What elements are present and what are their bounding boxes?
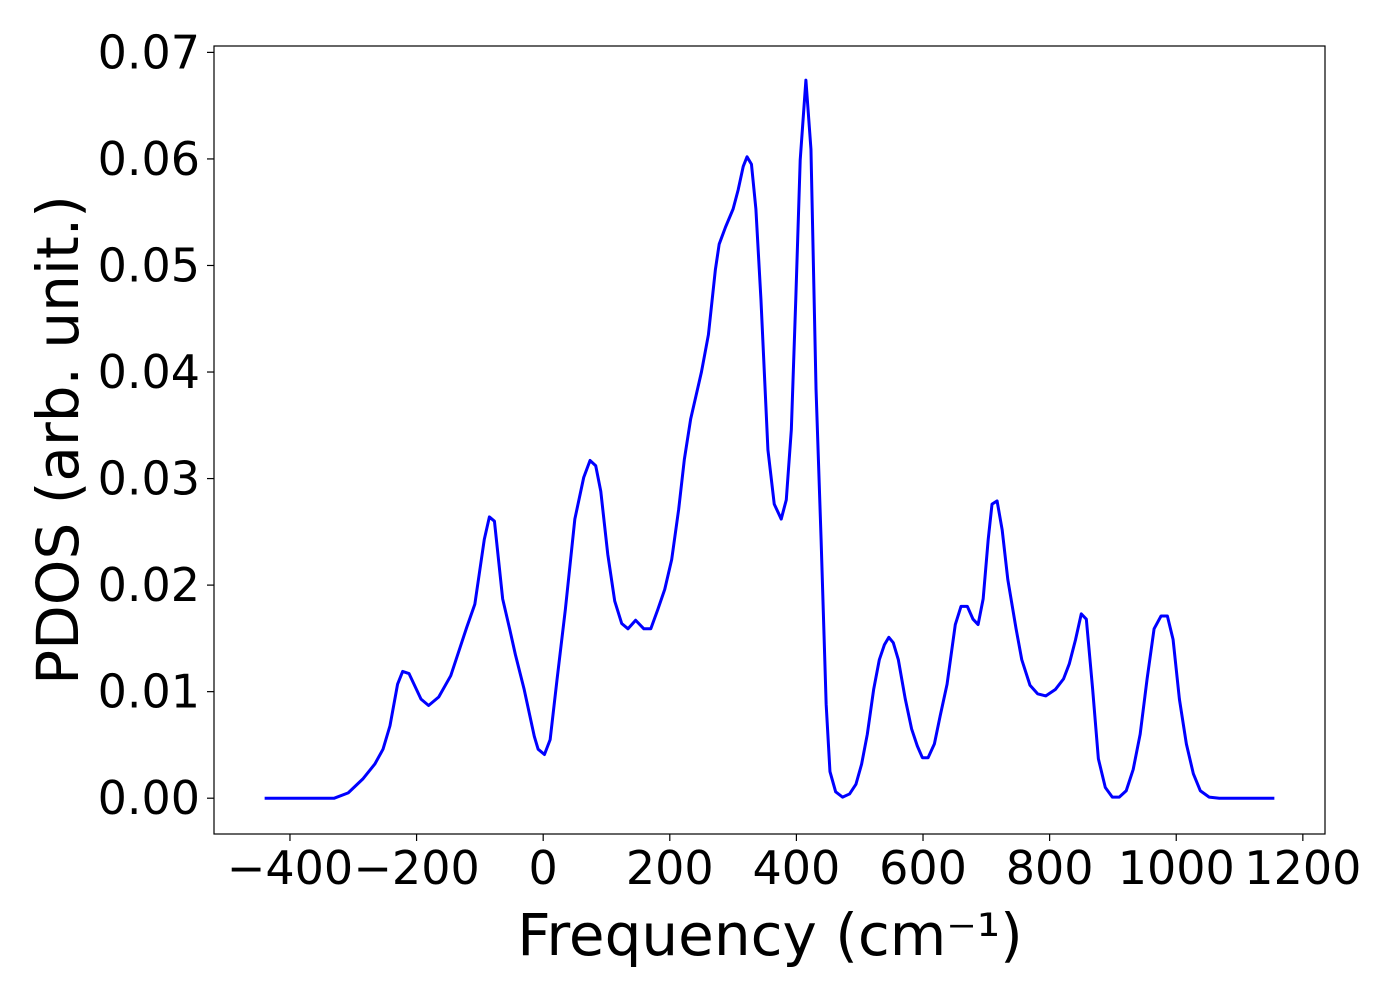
y-tick-label: 0.06 bbox=[98, 132, 200, 186]
x-axis-label: Frequency (cm⁻¹) bbox=[517, 901, 1023, 969]
line bbox=[264, 78, 1275, 800]
y-tick-label: 0.03 bbox=[98, 452, 200, 506]
x-tick-label: 800 bbox=[1006, 841, 1094, 895]
plot-area bbox=[213, 45, 1326, 835]
x-tick-label: 0 bbox=[529, 841, 558, 895]
y-tick-label: 0.05 bbox=[98, 238, 200, 292]
x-tick-label: 1200 bbox=[1244, 841, 1361, 895]
y-tick-label: 0.04 bbox=[98, 345, 200, 399]
x-tick-label: 400 bbox=[752, 841, 840, 895]
x-tick-label: 1000 bbox=[1118, 841, 1235, 895]
x-tick-label: −200 bbox=[353, 841, 479, 895]
y-tick-label: 0.07 bbox=[98, 25, 200, 79]
y-axis-label: PDOS (arb. unit.) bbox=[24, 195, 92, 685]
x-tick-label: −400 bbox=[227, 841, 353, 895]
y-tick-label: 0.00 bbox=[98, 771, 200, 825]
x-tick-label: 600 bbox=[879, 841, 967, 895]
y-tick-label: 0.01 bbox=[98, 665, 200, 719]
x-tick-label: 200 bbox=[626, 841, 714, 895]
y-tick-label: 0.02 bbox=[98, 558, 200, 612]
